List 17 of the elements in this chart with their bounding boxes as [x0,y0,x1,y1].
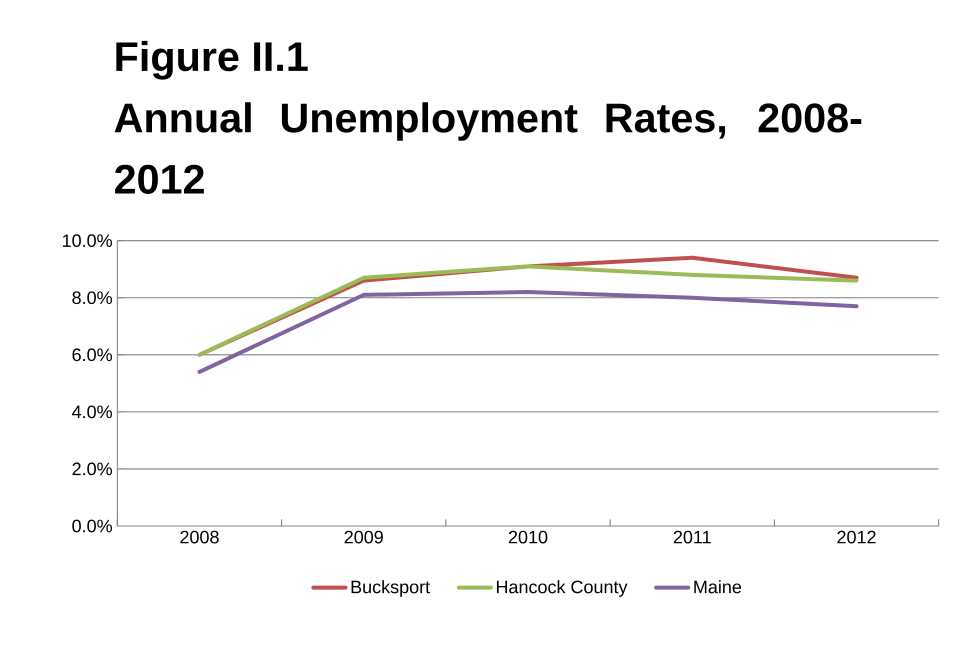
y-tick-label: 6.0% [72,348,112,362]
x-tick-label: 2009 [344,530,383,544]
legend-label: Bucksport [352,580,430,597]
y-tick-label: 10.0% [62,234,112,248]
y-tick-label: 8.0% [72,291,112,304]
line-series [197,290,859,374]
x-tick-label: 2012 [837,530,876,544]
legend-label: Hancock County [496,580,628,597]
y-tick-label: 2.0% [72,462,112,476]
chart-subtitle: Annual Unemployment Rates, 2008-2012 [114,102,862,194]
x-tick-label: 2010 [508,530,548,544]
y-tick-label: 0.0% [72,520,112,532]
x-tick-label: 2011 [674,530,711,544]
legend-label: Maine [694,580,742,594]
x-tick-label: 2008 [180,530,219,544]
chart-title: Figure II.1 [116,40,308,80]
y-tick-label: 4.0% [72,405,112,418]
